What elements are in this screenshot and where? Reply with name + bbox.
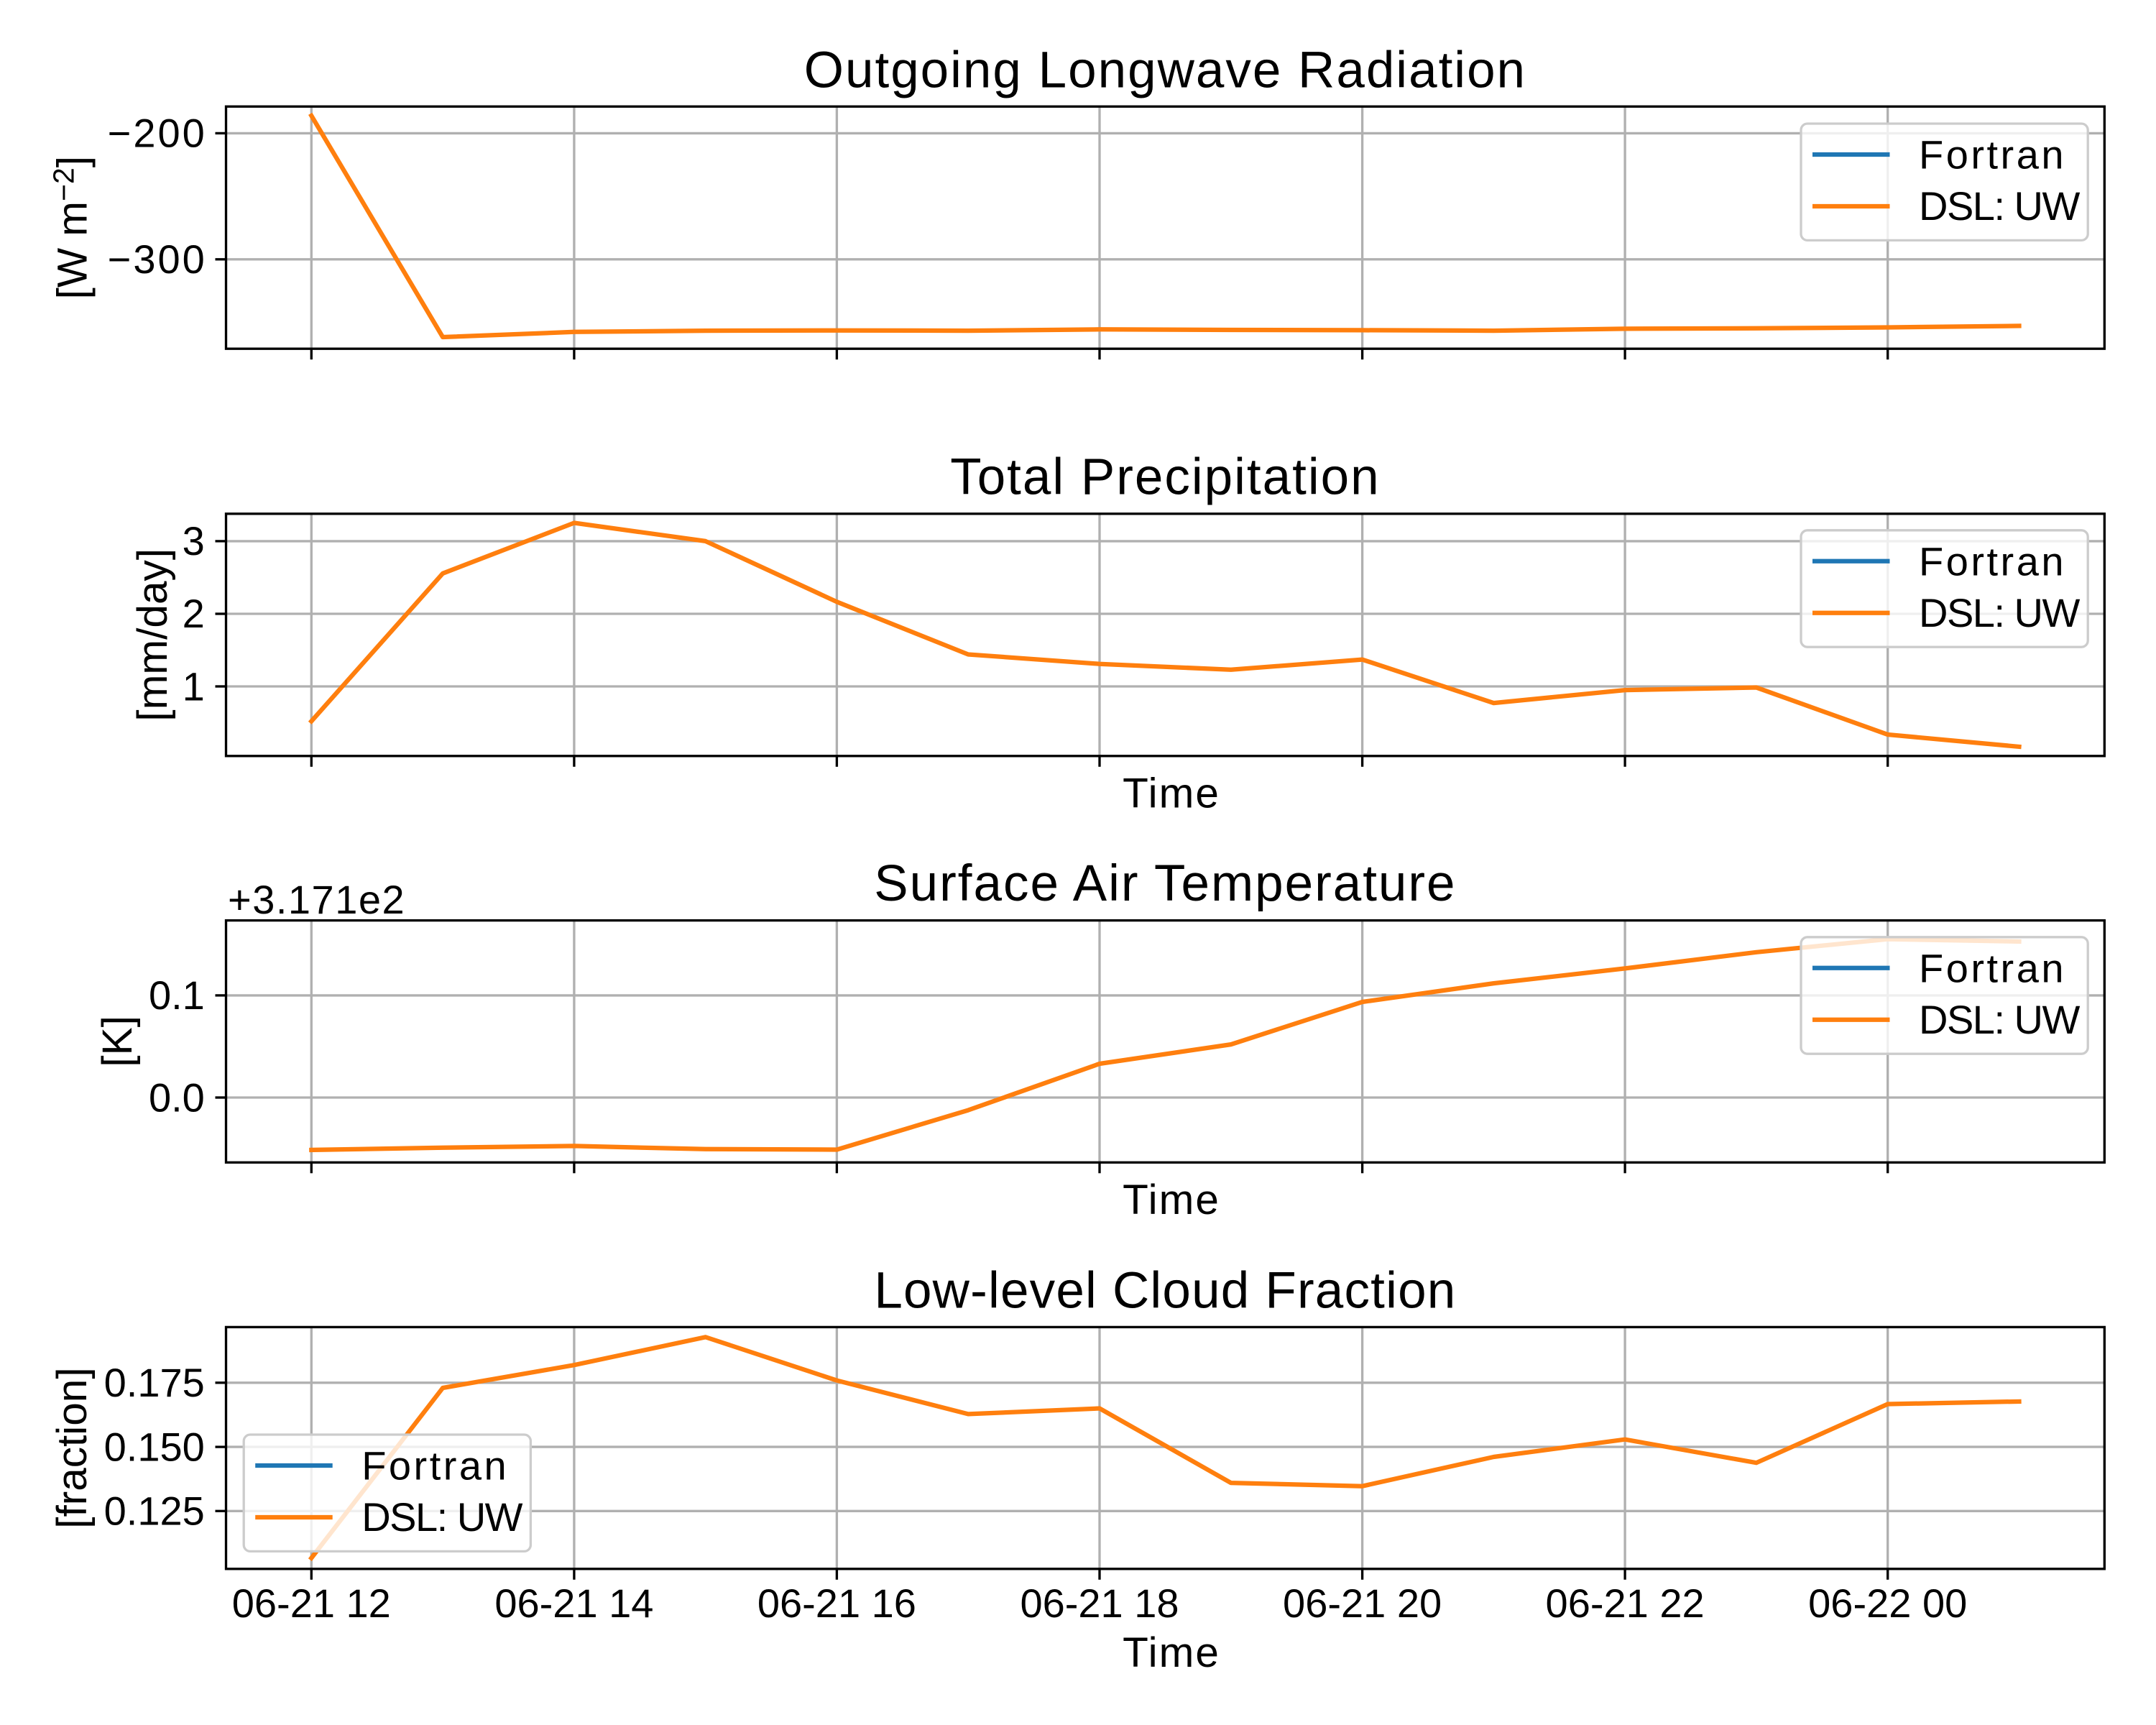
svg-text:[fraction]: [fraction]	[49, 1367, 96, 1528]
svg-text:Fortran: Fortran	[1919, 945, 2066, 990]
svg-text:DSL: UW: DSL: UW	[1919, 183, 2080, 229]
svg-text:Low-level Cloud Fraction: Low-level Cloud Fraction	[874, 1262, 1456, 1319]
svg-text:−300: −300	[108, 236, 207, 282]
svg-text:DSL: UW: DSL: UW	[1919, 590, 2080, 635]
svg-text:2: 2	[183, 591, 205, 636]
svg-text:Total Precipitation: Total Precipitation	[950, 449, 1380, 506]
svg-text:[K]: [K]	[94, 1016, 141, 1067]
svg-text:06-21 18: 06-21 18	[1020, 1581, 1179, 1626]
svg-text:Surface Air Temperature: Surface Air Temperature	[874, 855, 1456, 912]
svg-text:Fortran: Fortran	[1919, 132, 2066, 178]
svg-text:0.150: 0.150	[104, 1424, 205, 1469]
svg-text:0.1: 0.1	[149, 972, 205, 1018]
svg-text:06-21 12: 06-21 12	[232, 1581, 391, 1626]
svg-text:[mm/day]: [mm/day]	[129, 548, 176, 722]
svg-text:06-21 20: 06-21 20	[1283, 1581, 1442, 1626]
svg-text:3: 3	[183, 518, 205, 564]
svg-text:Time: Time	[1123, 770, 1220, 817]
svg-text:−200: −200	[108, 111, 207, 156]
svg-text:DSL: UW: DSL: UW	[361, 1494, 522, 1540]
svg-text:Fortran: Fortran	[1919, 538, 2066, 584]
svg-text:06-21 22: 06-21 22	[1546, 1581, 1705, 1626]
svg-text:+3.171e2: +3.171e2	[228, 877, 405, 922]
svg-text:Time: Time	[1123, 1629, 1220, 1676]
svg-text:06-21 14: 06-21 14	[494, 1581, 653, 1626]
svg-text:06-22 00: 06-22 00	[1808, 1581, 1967, 1626]
svg-text:Time: Time	[1123, 1177, 1220, 1223]
svg-text:0.125: 0.125	[104, 1489, 205, 1534]
svg-text:Outgoing Longwave Radiation: Outgoing Longwave Radiation	[804, 42, 1526, 99]
svg-text:06-21 16: 06-21 16	[757, 1581, 916, 1626]
svg-text:1: 1	[183, 663, 205, 709]
svg-text:DSL: UW: DSL: UW	[1919, 997, 2080, 1042]
svg-text:0.0: 0.0	[149, 1075, 205, 1120]
svg-text:Fortran: Fortran	[361, 1443, 509, 1489]
svg-text:0.175: 0.175	[104, 1360, 205, 1405]
